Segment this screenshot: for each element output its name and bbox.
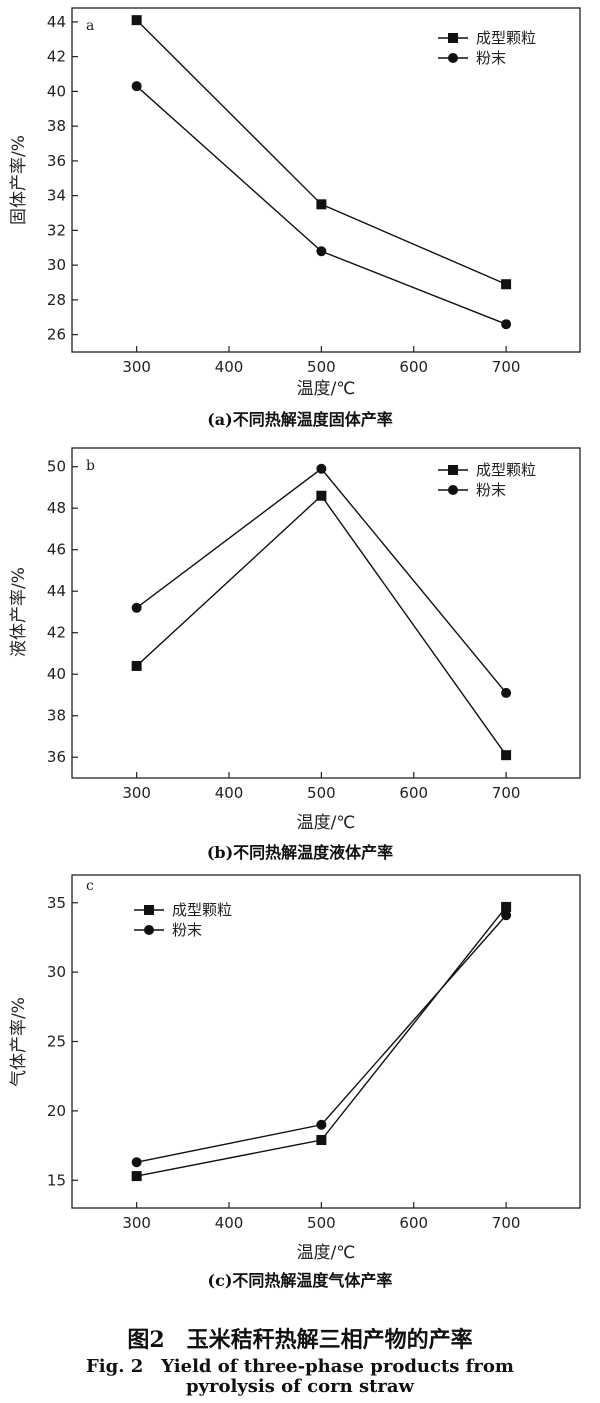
y-tick-label: 50 (47, 458, 66, 476)
x-tick-label: 300 (122, 1214, 151, 1232)
x-axis-label: 温度/℃ (297, 813, 356, 833)
y-axis-label: 气体产率/% (9, 997, 29, 1087)
y-tick-label: 44 (47, 13, 66, 31)
y-tick-label: 42 (47, 624, 66, 642)
plot-frame (71, 447, 581, 779)
y-axis-label: 液体产率/% (9, 567, 29, 657)
chart-panel-c: 15 20 25 30 35 300 400 500 600 700 温度/℃ 气体产率/% c 成型颗粒… (9, 874, 581, 1290)
panel-letter: a (86, 18, 94, 34)
x-tick-label: 300 (122, 784, 151, 802)
legend-marker-circle (144, 925, 154, 935)
x-tick-label: 600 (399, 1214, 428, 1232)
panel-caption: (a)不同热解温度固体产率 (207, 410, 393, 429)
legend-marker-square (448, 465, 458, 475)
y-tick-label: 46 (47, 541, 66, 559)
y-tick-label: 32 (47, 221, 66, 239)
legend-marker-circle (448, 53, 458, 63)
panel-letter: c (86, 878, 94, 894)
panel-caption: (c)不同热解温度气体产率 (208, 1271, 393, 1290)
x-tick-label: 300 (122, 358, 151, 376)
y-tick-label: 28 (47, 291, 66, 309)
data-point-circle (501, 910, 512, 921)
x-tick-label: 700 (492, 784, 521, 802)
data-point-square (316, 490, 327, 501)
y-tick-label: 38 (47, 117, 66, 135)
panel-caption: (b)不同热解温度液体产率 (207, 843, 393, 862)
y-tick-label: 30 (47, 963, 66, 981)
legend-marker-circle (448, 485, 458, 495)
y-tick-label: 20 (47, 1102, 66, 1120)
y-tick-label: 44 (47, 582, 66, 600)
data-point-circle (131, 1157, 142, 1168)
x-tick-label: 600 (399, 358, 428, 376)
data-point-square (501, 750, 512, 761)
x-tick-label: 600 (399, 784, 428, 802)
legend-label: 粉末 (476, 49, 506, 67)
x-tick-label: 700 (492, 358, 521, 376)
x-tick-label: 500 (307, 784, 336, 802)
y-axis-label: 固体产率/% (9, 135, 29, 225)
data-point-circle (316, 246, 327, 257)
y-tick-label: 25 (47, 1033, 66, 1051)
legend-marker-square (144, 905, 154, 915)
y-tick-label: 36 (47, 152, 66, 170)
x-tick-label: 700 (492, 1214, 521, 1232)
y-tick-label: 15 (47, 1171, 66, 1189)
legend-label: 成型颗粒 (172, 901, 232, 919)
x-axis-label: 温度/℃ (297, 379, 356, 399)
figure-title-en-line2: pyrolysis of corn straw (185, 1376, 415, 1397)
data-point-square (501, 279, 512, 290)
y-tick-label: 38 (47, 707, 66, 725)
plot-frame (71, 874, 581, 1209)
figure-title-en-line1: Fig. 2 Yield of three-phase products fro… (86, 1356, 514, 1377)
x-tick-label: 400 (215, 358, 244, 376)
data-point-circle (501, 687, 512, 698)
y-tick-label: 26 (47, 326, 66, 344)
data-point-square (131, 15, 142, 26)
x-axis-label: 温度/℃ (297, 1243, 356, 1263)
y-tick-label: 35 (47, 894, 66, 912)
y-tick-label: 40 (47, 82, 66, 100)
legend-marker-square (448, 33, 458, 43)
legend-label: 成型颗粒 (476, 29, 536, 47)
data-point-circle (501, 319, 512, 330)
y-tick-label: 48 (47, 499, 66, 517)
data-point-circle (316, 1119, 327, 1130)
data-point-circle (316, 463, 327, 474)
x-tick-label: 500 (307, 358, 336, 376)
y-tick-label: 30 (47, 256, 66, 274)
data-point-circle (131, 81, 142, 92)
plot-frame (71, 7, 581, 353)
x-tick-label: 400 (215, 784, 244, 802)
data-point-square (131, 660, 142, 671)
y-tick-label: 42 (47, 48, 66, 66)
x-tick-label: 500 (307, 1214, 336, 1232)
data-point-circle (131, 602, 142, 613)
chart-panel-a: 26 28 30 32 34 36 38 40 42 44 300 400 500 600 700 温度/℃ 固… (9, 7, 581, 429)
y-tick-label: 34 (47, 187, 66, 205)
data-point-square (131, 1171, 142, 1182)
x-tick-label: 400 (215, 1214, 244, 1232)
legend-label: 成型颗粒 (476, 461, 536, 479)
y-tick-label: 36 (47, 748, 66, 766)
data-point-square (316, 1135, 327, 1146)
panel-letter: b (86, 458, 95, 474)
data-point-square (316, 199, 327, 210)
figure-title-cn: 图2 玉米秸秆热解三相产物的产率 (127, 1327, 473, 1353)
legend-label: 粉末 (476, 481, 506, 499)
series-line-2 (136, 467, 507, 694)
data-point-square (501, 901, 512, 912)
y-tick-label: 40 (47, 665, 66, 683)
chart-panel-b: 36 38 40 42 44 46 48 50 300 400 500 600 700 温度/℃ 液体产率/… (9, 447, 581, 862)
legend-label: 粉末 (172, 921, 202, 939)
